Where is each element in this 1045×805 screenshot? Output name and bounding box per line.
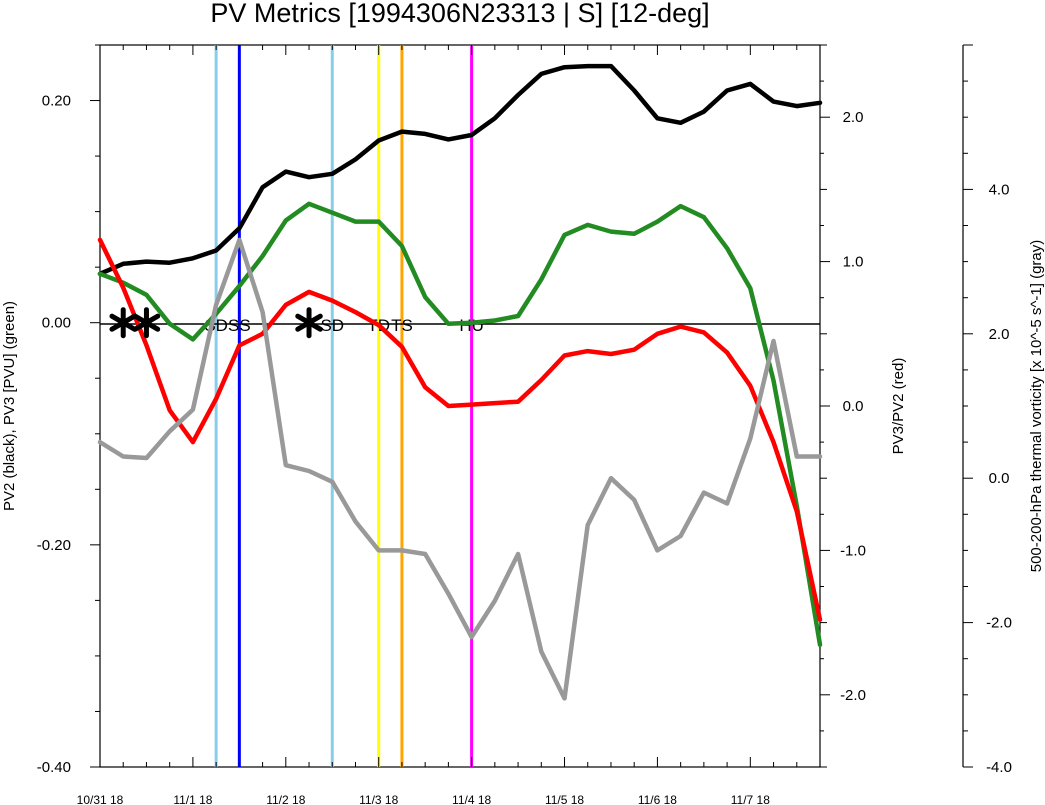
x-tick-label: 11/6 18 <box>638 793 677 805</box>
x-tick-label: 11/4 18 <box>452 793 491 805</box>
series-layer <box>97 63 823 701</box>
right-tick-label: -1.0 <box>840 542 866 559</box>
far-right-tick-label: 4.0 <box>989 181 1010 198</box>
stage-label-ss: SS <box>228 316 251 335</box>
far-right-axis: 4.0 2.0 0.0 -2.0 -4.0 <box>962 44 1012 776</box>
x-tick-label: 11/3 18 <box>359 793 398 805</box>
asterisk-marker <box>109 307 137 339</box>
far-right-axis-label: 500-200-hPa thermal vorticity [x 10^-5 s… <box>1028 240 1045 573</box>
chart-title: PV Metrics [1994306N23313 | S] [12-deg] <box>210 0 709 28</box>
stage-lines <box>214 45 474 767</box>
right-tick-label: 1.0 <box>843 254 864 271</box>
left-tick-label: 0.20 <box>42 93 71 110</box>
stage-label-sd: SD <box>320 316 344 335</box>
right-tick-label: 2.0 <box>843 109 864 126</box>
left-axis-label: PV2 (black), PV3 [PVU] (green) <box>1 301 18 511</box>
right-axis: 2.0 1.0 0.0 -1.0 -2.0 <box>820 44 866 768</box>
asterisk-stroke <box>132 313 161 332</box>
left-tick-label: 0.00 <box>42 315 71 332</box>
left-tick-label: -0.40 <box>37 759 71 776</box>
x-tick-label: 11/7 18 <box>731 793 770 805</box>
far-right-tick-label: -2.0 <box>986 615 1012 632</box>
far-right-tick-label: 2.0 <box>989 326 1010 343</box>
right-tick-label: 0.0 <box>843 398 864 415</box>
asterisk-stroke <box>295 313 323 332</box>
series-ratio-line <box>97 237 823 622</box>
x-tick-label: 10/31 18 <box>77 793 124 805</box>
right-tick-label: -2.0 <box>840 687 866 704</box>
x-tick-label: 11/1 18 <box>173 793 212 805</box>
stage-label-hu: HU <box>459 316 484 335</box>
asterisk-marker <box>295 307 323 339</box>
asterisk-marker <box>132 307 161 339</box>
left-tick-label: -0.20 <box>37 537 71 554</box>
asterisk-stroke <box>109 313 137 332</box>
far-right-tick-label: 0.0 <box>989 470 1010 487</box>
right-axis-label: PV3/PV2 (red) <box>890 358 907 455</box>
x-tick-label: 11/5 18 <box>545 793 584 805</box>
series-pv2-line <box>97 63 823 277</box>
stage-label-ts: TS <box>391 316 413 335</box>
x-tick-label: 11/2 18 <box>266 793 305 805</box>
x-axis: 10/31 18 11/1 18 11/2 18 11/3 18 11/4 18 11/5… <box>77 45 821 805</box>
series-vort-line <box>97 237 823 701</box>
far-right-tick-label: -4.0 <box>986 759 1012 776</box>
left-axis: 0.20 0.00 -0.20 -0.40 <box>37 44 100 776</box>
series-pv3-line <box>97 201 823 648</box>
asterisk-layer <box>109 307 323 339</box>
